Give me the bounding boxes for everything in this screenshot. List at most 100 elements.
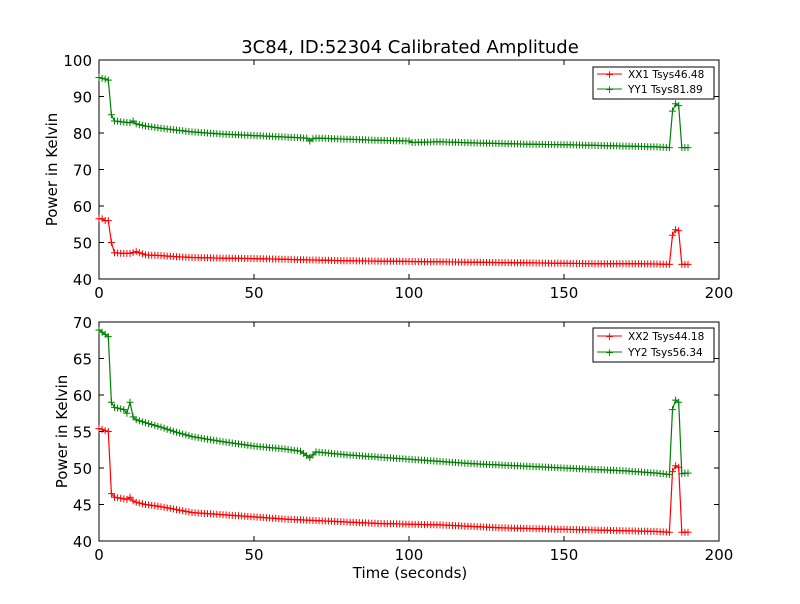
- p1-series-0-point: [126, 249, 134, 257]
- p2-series-1-point: [151, 421, 159, 429]
- p2-series-1-point: [111, 403, 118, 411]
- panel-2-legend: + XX2 Tsys44.18 + YY2 Tsys56.34: [592, 327, 715, 363]
- panel-2-xlabel: Time (seconds): [352, 564, 468, 582]
- p1-series-1-point: [132, 120, 140, 128]
- p1-series-1-point: [107, 111, 115, 119]
- p2-series-0-point: [126, 493, 134, 501]
- legend-xx2-marker: +: [605, 330, 614, 343]
- p2-series-1-point: [148, 421, 156, 428]
- p2-series-1-point: [107, 398, 115, 406]
- p1-series-1-point: [129, 117, 137, 125]
- p2-series-1-point: [126, 398, 134, 406]
- legend-xx1-label: XX1 Tsys46.48: [628, 69, 704, 81]
- p2-series-0-point: [120, 495, 128, 503]
- p1-series-1-point: [98, 74, 106, 82]
- p1-series-1-point: [101, 75, 109, 83]
- p1-ytick-label: 80: [73, 125, 92, 143]
- p2-series-1-point: [160, 424, 168, 432]
- p1-ytick-label: 90: [73, 89, 92, 107]
- chart-title: 3C84, ID:52304 Calibrated Amplitude: [241, 37, 579, 58]
- p2-series-1-point: [309, 451, 317, 459]
- p2-series-1-point: [132, 416, 140, 424]
- p2-series-1-point: [135, 417, 143, 425]
- p2-ytick-label: 45: [73, 497, 92, 515]
- p1-series-1-point: [672, 100, 680, 108]
- p2-series-1-point: [678, 470, 686, 478]
- p2-series-1-point: [176, 429, 184, 437]
- p2-series-1-point: [142, 419, 149, 427]
- p2-xtick-label: 150: [550, 546, 579, 564]
- p2-series-1-point: [129, 413, 137, 421]
- p1-xtick-label: 200: [705, 284, 734, 302]
- p2-xtick-label: 50: [244, 546, 263, 564]
- p2-series-1-point: [169, 427, 177, 435]
- p2-series-1-point: [665, 471, 673, 479]
- p1-series-0-point: [135, 249, 143, 257]
- p1-series-1-point: [126, 119, 134, 127]
- p2-series-1-point: [163, 425, 171, 433]
- p2-series-1-point: [684, 469, 692, 477]
- p1-series-0-point: [675, 227, 683, 235]
- p2-series-1-point: [675, 398, 683, 406]
- p2-series-1-point: [145, 420, 153, 428]
- panel-2-marks: [95, 326, 692, 536]
- p2-series-0-point: [684, 528, 692, 536]
- panel-1: 0 50 100 150 200 40 50 60 70 80 90 100 Power in Kel…: [43, 52, 733, 302]
- p2-series-1-point: [669, 406, 676, 414]
- p1-xtick-label: 100: [395, 284, 424, 302]
- p1-series-1-point: [135, 121, 143, 129]
- p2-ytick-label: 55: [73, 424, 92, 442]
- p1-series-0-point: [129, 249, 137, 256]
- p2-series-0-point: [179, 507, 187, 515]
- p2-series-0-point: [107, 490, 115, 498]
- p2-series-0-point: [665, 528, 673, 536]
- p2-series-1-point: [138, 418, 146, 426]
- p1-series-1-point: [148, 123, 156, 131]
- p1-series-1-point: [669, 107, 676, 115]
- p2-series-0-point: [135, 499, 143, 507]
- p1-series-0-point: [104, 217, 112, 225]
- p1-series-0-point: [132, 248, 140, 256]
- panel-2: 0 50 100 150 200 40 45 50 55 60 65 70 Power in Kelv…: [53, 314, 733, 582]
- p2-series-0-point: [166, 504, 174, 512]
- legend-yy2-label: YY2 Tsys56.34: [627, 347, 703, 359]
- p1-series-0-point: [669, 231, 676, 239]
- p2-series-1-point: [197, 434, 205, 442]
- p1-ytick-label: 70: [73, 162, 92, 180]
- p2-series-0-point: [160, 503, 168, 511]
- p2-series-0-point: [104, 428, 112, 435]
- p2-series-0-point: [132, 498, 140, 506]
- p1-series-1-point: [675, 102, 683, 110]
- p2-series-1-point: [173, 428, 180, 436]
- p1-series-1-point: [138, 121, 146, 129]
- p2-ytick-label: 40: [73, 533, 92, 551]
- p2-series-0-point: [129, 497, 137, 505]
- p1-ytick-label: 100: [63, 52, 92, 70]
- p2-series-0-point: [185, 508, 193, 516]
- legend-xx1-marker: +: [605, 68, 614, 81]
- p1-series-1-point: [309, 135, 317, 143]
- p2-series-1-point: [179, 430, 187, 438]
- p1-ytick-label: 40: [73, 271, 92, 289]
- p2-series-1-point: [114, 404, 122, 412]
- panel-1-ylabel: Power in Kelvin: [43, 113, 61, 227]
- p2-series-1-point: [154, 422, 162, 430]
- p1-series-1-point: [684, 144, 692, 152]
- p2-series-0-point: [157, 503, 165, 511]
- legend-yy1-marker: +: [605, 83, 614, 96]
- legend-yy1-label: YY1 Tsys81.89: [627, 84, 703, 96]
- p2-ytick-label: 50: [73, 460, 92, 478]
- panel-1-legend: + XX1 Tsys46.48 + YY1 Tsys81.89: [592, 66, 715, 100]
- p2-series-1-point: [157, 423, 165, 431]
- p2-series-0-point: [95, 425, 103, 433]
- p2-ytick-label: 65: [73, 351, 92, 369]
- p2-xtick-label: 100: [395, 546, 424, 564]
- p2-series-0-point: [101, 427, 109, 435]
- p1-xtick-label: 0: [94, 284, 104, 302]
- p1-xtick-label: 150: [550, 284, 579, 302]
- p2-ytick-label: 60: [73, 387, 92, 405]
- p1-series-0-point: [672, 226, 680, 234]
- p1-series-0-point: [98, 215, 106, 223]
- panel-1-legend-box: [592, 66, 715, 100]
